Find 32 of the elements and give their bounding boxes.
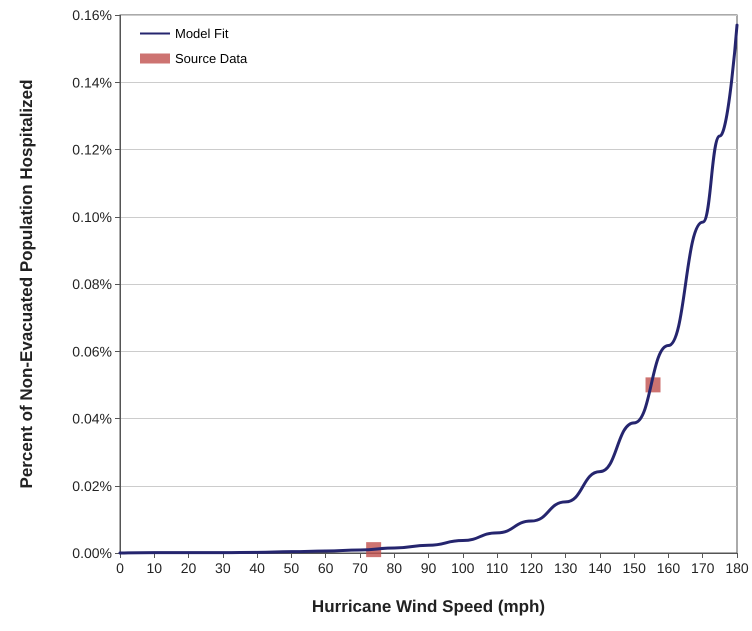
x-axis-title: Hurricane Wind Speed (mph) <box>312 597 546 616</box>
x-tick-label: 10 <box>146 560 162 576</box>
legend-label: Model Fit <box>175 26 229 41</box>
x-tick-label: 130 <box>554 560 578 576</box>
x-tick-label: 20 <box>180 560 197 576</box>
x-tick-label: 120 <box>520 560 544 576</box>
y-tick-label: 0.02% <box>72 478 112 494</box>
x-tick-label: 50 <box>284 560 300 576</box>
x-tick-label: 70 <box>352 560 368 576</box>
x-tick-label: 90 <box>420 560 436 576</box>
x-tick-label: 150 <box>622 560 646 576</box>
y-tick-label: 0.08% <box>72 276 112 292</box>
y-tick-label: 0.12% <box>72 142 112 158</box>
x-tick-label: 80 <box>386 560 402 576</box>
legend-label: Source Data <box>175 51 248 66</box>
x-tick-label: 170 <box>691 560 715 576</box>
x-tick-label: 30 <box>215 560 231 576</box>
x-tick-label: 110 <box>486 560 508 576</box>
x-tick-label: 60 <box>318 560 334 576</box>
y-tick-label: 0.04% <box>72 410 112 426</box>
y-tick-label: 0.00% <box>72 545 112 561</box>
y-axis-title: Percent of Non-Evacuated Population Hospitalized <box>17 80 36 488</box>
x-tick-label: 180 <box>725 560 749 576</box>
y-tick-label: 0.16% <box>72 7 112 23</box>
x-tick-label: 140 <box>588 560 612 576</box>
x-tick-label: 0 <box>116 560 124 576</box>
x-tick-label: 160 <box>656 560 680 576</box>
y-tick-label: 0.10% <box>72 208 112 225</box>
y-tick-label: 0.06% <box>72 343 112 360</box>
x-tick-label: 100 <box>451 560 475 576</box>
y-tick-label: 0.14% <box>72 74 112 90</box>
x-tick-label: 40 <box>249 560 266 576</box>
